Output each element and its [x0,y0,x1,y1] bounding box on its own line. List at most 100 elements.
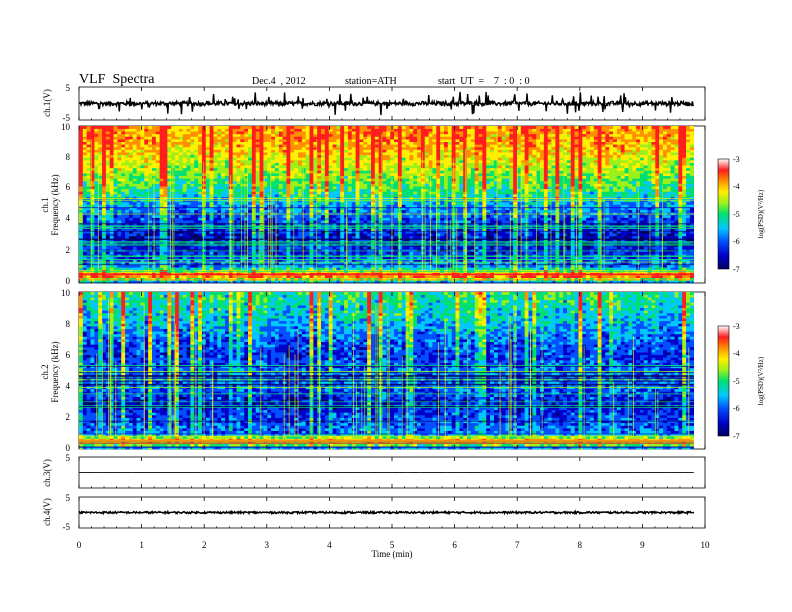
spectrogram-cell [359,256,364,260]
spectrogram-cell [105,133,111,137]
spectrogram-cell [386,152,391,156]
spectrogram-cell [267,196,272,200]
spectrogram-cell [259,277,264,281]
spectrogram-cell [274,149,280,153]
spectrogram-cell [90,178,95,182]
spectrogram-cell [201,196,207,200]
spectrogram-cell [136,275,141,279]
spectrogram-cell [155,280,160,284]
spectrogram-cell [336,238,341,242]
spectrogram-cell [340,128,345,132]
spectrogram-cell [113,186,118,190]
spectrogram-cell [374,131,379,135]
spectrogram-cell [86,196,91,200]
spectrogram-cell [232,133,237,137]
spectrogram-cell [355,186,360,190]
spectrogram-cell [255,196,260,200]
spectrogram-cell [209,222,214,226]
spectrogram-cell [255,220,260,224]
spectrogram-cell [305,235,310,239]
spectrogram-cell [386,149,391,153]
spectrogram-cell [313,146,318,150]
spectrogram-cell [340,141,345,145]
spectrogram-cell [201,146,207,150]
spectrogram-cell [213,251,218,255]
spectrogram-cell [125,173,130,177]
spectrogram-cell [225,251,230,255]
spectrogram-cell [355,131,360,135]
spectrogram-cell [371,146,376,150]
spectrogram-cell [271,157,276,161]
spectrogram-cell [374,204,379,208]
spectrogram-cell [79,230,84,234]
spectrogram-cell [232,162,237,166]
spectrogram-cell [205,167,210,171]
spectrogram-cell [294,178,299,182]
spectrogram-cell [163,235,168,239]
spectrogram-cell [290,201,295,205]
spectrogram-cell [236,170,241,174]
spectrogram-cell [121,131,126,135]
spectrogram-cell [125,149,130,153]
spectrogram-cell [213,264,218,268]
spectrogram-cell [340,144,345,148]
spectrogram-cell [82,133,87,137]
spectrogram-cell [313,188,318,192]
spectrogram-cell [113,251,118,255]
spectrogram-cell [347,144,353,148]
spectrogram-cell [102,141,107,145]
spectrogram-cell [79,170,84,174]
spectrogram-cell [367,154,372,158]
spectrogram-cell [167,277,172,281]
spectrogram-cell [201,157,207,161]
spectrogram-cell [155,183,160,187]
spectrogram-cell [244,160,249,163]
spectrogram-cell [182,275,187,279]
spectrogram-cell [240,167,245,171]
spectrogram-cell [109,204,114,208]
spectrogram-cell [144,204,149,208]
spectrogram-cell [178,173,184,177]
spectrogram-cell [324,139,330,142]
spectrogram-cell [109,178,114,182]
spectrogram-cell [363,251,368,255]
spectrogram-cell [317,133,322,137]
spectrogram-cell [236,183,241,187]
figure-title: VLF Spectra [79,72,155,87]
spectrogram-cell [313,267,318,271]
spectrogram-cell [90,162,95,166]
spectrogram-cell [251,186,257,190]
spectrogram-cell [347,191,353,195]
spectrogram-cell [324,183,330,187]
spectrogram-cell [236,264,241,268]
spectrogram-cell [347,178,353,182]
spectrogram-cell [378,238,383,242]
spectrogram-cell [159,217,164,221]
spectrogram-cell [98,188,103,192]
spectrogram-cell [298,235,303,239]
spectrogram-cell [175,170,180,174]
spectrogram-cell [355,220,360,224]
spectrogram-cell [125,220,130,224]
spectrogram-cell [136,204,141,208]
spectrogram-cell [221,194,226,197]
spectrogram-cell [121,141,126,145]
spectrogram-cell [290,170,295,174]
spectrogram-cell [340,136,345,140]
spectrogram-cell [144,275,149,279]
spectrogram-cell [351,139,356,142]
spectrogram-cell [194,230,199,234]
spectrogram-cell [328,188,333,192]
spectrogram-cell [228,141,233,145]
spectrogram-cell [159,251,164,255]
spectrogram-cell [301,167,306,171]
spectrogram-cell [317,139,322,142]
spectrogram-cell [128,139,134,142]
spectrogram-cell [152,165,157,169]
spectrogram-cell [240,144,245,148]
spectrogram-cell [125,230,130,234]
spectrogram-cell [351,157,356,161]
spectrogram-cell [240,183,245,187]
spectrogram-cell [397,277,403,281]
spectrogram-cell [117,162,122,166]
